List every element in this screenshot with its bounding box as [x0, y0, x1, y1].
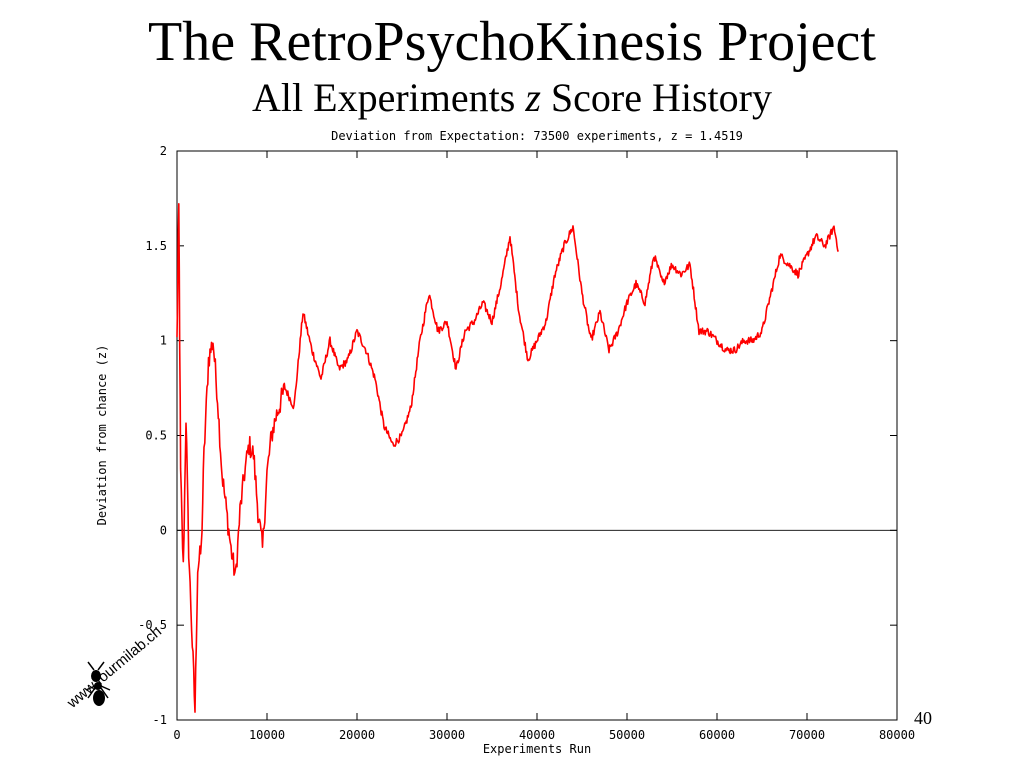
x-tick-label: 20000 [339, 728, 375, 742]
x-tick-label: 50000 [609, 728, 645, 742]
series-line [176, 203, 840, 713]
axis-ticks [176, 150, 898, 721]
slide-number: 40 [914, 708, 932, 728]
x-tick-label: 60000 [699, 728, 735, 742]
plot-border [176, 150, 898, 721]
y-tick-label: 0 [160, 523, 167, 537]
y-tick-label: 0.5 [145, 429, 167, 443]
y-tick-label: 2 [160, 144, 167, 158]
subtitle-variable: z [525, 75, 541, 120]
y-tick-label: 1 [160, 334, 167, 348]
y-tick-label: -1 [153, 713, 167, 727]
x-tick-label: 70000 [789, 728, 825, 742]
chart-title: Deviation from Expectation: 73500 experi… [331, 129, 743, 143]
x-tick-label: 30000 [429, 728, 465, 742]
plot-frame [176, 150, 898, 721]
x-tick-label: 40000 [519, 728, 555, 742]
fourmilab-logo: www.fourmilab.ch [58, 623, 165, 724]
x-axis-label: Experiments Run [483, 742, 591, 756]
y-tick-label: 1.5 [145, 239, 167, 253]
series-layer [176, 203, 840, 713]
x-tick-label: 80000 [879, 728, 915, 742]
subtitle-post: Score History [540, 75, 772, 120]
subtitle-pre: All Experiments [252, 75, 526, 120]
x-tick-label: 10000 [249, 728, 285, 742]
y-axis-label: Deviation from chance (z) [95, 345, 109, 526]
ant-icon [85, 661, 111, 706]
slide-subtitle: All Experiments z Score History [0, 74, 1024, 122]
y-tick-label: -0.5 [138, 618, 167, 632]
slide-title: The RetroPsychoKinesis Project [148, 11, 876, 73]
tick-labels: 0 10000 20000 30000 40000 50000 60000 70000 8000… [138, 144, 915, 742]
x-tick-label: 0 [173, 728, 180, 742]
